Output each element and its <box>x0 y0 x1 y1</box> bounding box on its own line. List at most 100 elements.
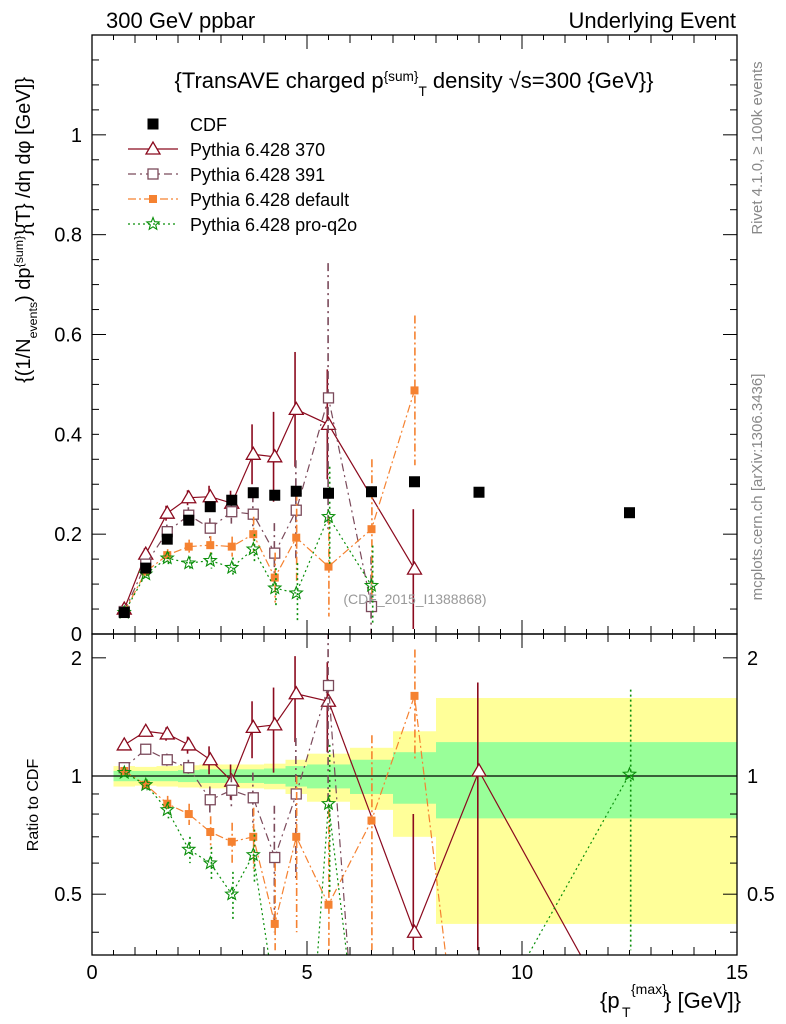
ratio-point-2 <box>227 837 236 846</box>
ratio-point-2 <box>410 691 419 700</box>
series-point-1 <box>226 506 238 518</box>
y-tick-label: 0.2 <box>54 524 82 546</box>
ratio-point-1 <box>269 851 281 864</box>
ratio-y-axis-label: Ratio to CDF <box>25 759 42 852</box>
legend-marker-0 <box>144 140 162 155</box>
band-green <box>393 752 436 804</box>
data-point <box>366 486 377 498</box>
series-point-3 <box>363 577 380 592</box>
ratio-point-3 <box>245 846 261 862</box>
x-label-rest: } [GeV]} <box>664 988 741 1013</box>
ratio-point-1 <box>204 794 216 806</box>
y-tick-label: 1 <box>71 125 82 147</box>
ratio-point-0 <box>266 716 283 731</box>
ratio-point-2 <box>184 810 193 819</box>
series-point-2 <box>270 573 279 582</box>
series-point-0 <box>266 448 283 463</box>
ratio-point-0 <box>470 762 488 777</box>
series-point-2 <box>324 562 333 571</box>
ratio-point-1 <box>161 754 173 766</box>
x-tick-label: 0 <box>86 962 97 984</box>
ratio-point-3 <box>621 766 638 781</box>
ratio-point-1 <box>183 762 195 774</box>
ratio-point-2 <box>367 816 376 825</box>
ratio-point-0 <box>180 736 197 751</box>
series-point-1 <box>204 522 216 534</box>
ratio-tick-label-right: 1 <box>747 766 758 788</box>
data-point <box>473 486 485 498</box>
series-point-2 <box>292 533 301 542</box>
series-point-3 <box>202 552 218 568</box>
data-point <box>269 489 281 501</box>
legend-label-2: Pythia 6.428 default <box>190 190 349 210</box>
ratio-panel <box>92 634 737 955</box>
legend-marker-data <box>147 118 159 130</box>
data-point <box>247 487 259 499</box>
y-axis-label: {(1/Nevents) dp{sum}}{T} /dη dφ [GeV]} <box>12 77 40 383</box>
series-point-0 <box>406 560 423 575</box>
ratio-point-2 <box>120 766 129 775</box>
x-label-main: {p <box>600 988 620 1013</box>
legend-label-1: Pythia 6.428 391 <box>190 165 325 185</box>
ratio-point-1 <box>226 784 238 796</box>
ratio-point-3 <box>181 841 197 856</box>
legend-label-3: Pythia 6.428 pro-q2o <box>190 215 357 235</box>
ratio-point-2 <box>324 900 333 909</box>
data-point <box>161 533 173 545</box>
data-point <box>323 487 334 499</box>
series-line-3 <box>123 515 373 613</box>
series-point-0 <box>288 401 305 416</box>
series-point-2 <box>227 542 236 551</box>
chart-title: {TransAVE charged p{sum}T density √s=300… <box>174 68 653 99</box>
data-point <box>409 476 420 488</box>
ratio-point-2 <box>206 828 215 837</box>
series-point-3 <box>181 555 197 570</box>
ratio-point-3 <box>224 886 240 901</box>
ratio-point-2 <box>292 832 301 841</box>
ratio-line-1 <box>123 685 349 955</box>
ratio-point-0 <box>116 736 133 751</box>
legend-marker-2 <box>149 195 157 203</box>
ratio-tick-label-right: 2 <box>747 648 758 670</box>
x-label-sup: {max} <box>631 981 667 997</box>
data-point <box>204 501 216 513</box>
series-point-3 <box>267 580 283 595</box>
series-point-1 <box>322 392 335 404</box>
series-point-0 <box>202 488 219 503</box>
ratio-point-1 <box>140 743 152 755</box>
x-axis-label: {p T{max}} [GeV]} <box>600 981 741 1020</box>
ratio-point-0 <box>245 719 262 734</box>
ratio-point-2 <box>249 832 258 841</box>
data-point <box>290 485 302 497</box>
data-point <box>183 514 195 526</box>
data-point <box>118 607 130 619</box>
ratio-point-2 <box>141 780 150 789</box>
legend-marker-3 <box>145 215 161 231</box>
ratio-point-3 <box>138 776 154 792</box>
series-point-2 <box>410 386 419 395</box>
series-point-3 <box>159 550 175 565</box>
y-tick-label: 0 <box>71 624 82 646</box>
y-tick-label: 0.8 <box>54 225 82 247</box>
series-point-2 <box>184 542 193 551</box>
ratio-line-3 <box>124 772 631 955</box>
band-green <box>522 742 737 819</box>
x-tick-label: 10 <box>511 962 533 984</box>
band-green <box>436 742 522 819</box>
watermark: (CDF_2015_I1388868) <box>343 591 486 607</box>
series-point-0 <box>159 504 176 519</box>
series-point-2 <box>367 525 376 534</box>
series-point-0 <box>180 489 197 504</box>
series-line-1 <box>123 397 373 612</box>
series-point-3 <box>288 585 304 600</box>
data-point <box>226 494 238 506</box>
ratio-point-0 <box>288 685 305 700</box>
header-left: 300 GeV ppbar <box>106 8 256 33</box>
ratio-point-3 <box>202 855 218 870</box>
mcplots-label: mcplots.cern.ch [arXiv:1306.3436] <box>749 374 766 601</box>
series-point-2 <box>249 530 258 539</box>
legend-label-data: CDF <box>190 115 227 135</box>
ratio-tick-label-left: 1 <box>71 766 82 788</box>
legend-marker-1 <box>147 168 159 180</box>
series-point-2 <box>206 541 215 550</box>
